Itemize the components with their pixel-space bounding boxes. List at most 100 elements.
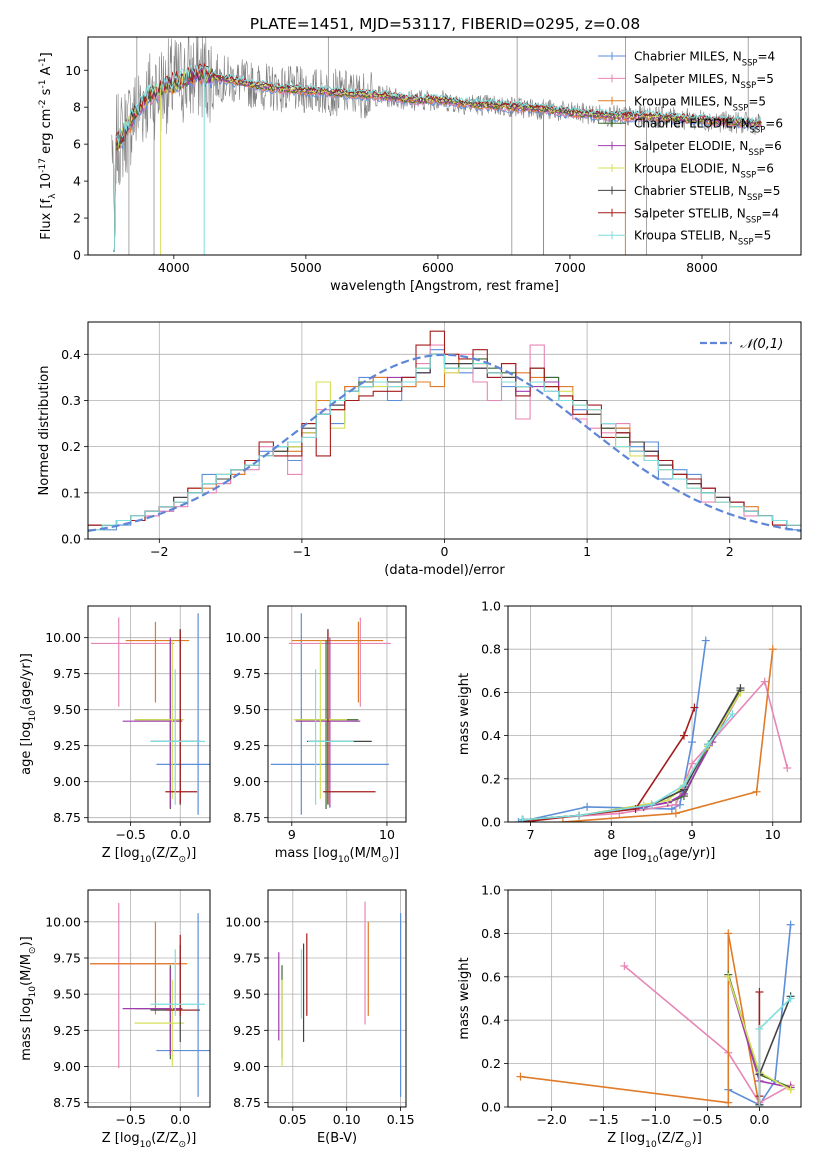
axes-frame	[87, 605, 211, 823]
x-tick-label: 7000	[554, 260, 586, 275]
y-tick-label: 1.0	[481, 599, 501, 614]
mass-weight-marker	[583, 802, 592, 811]
x-tick-label: 8	[607, 827, 615, 842]
mass-weight-line	[522, 713, 734, 821]
x-axis-label: age [log10(age/yr)]	[594, 846, 716, 865]
legend-label: Chabrier STELIB, NSSP=5	[634, 184, 780, 202]
y-tick-label: 0.8	[481, 926, 501, 941]
y-tick-label: 9.00	[233, 1059, 261, 1074]
mass-weight-marker	[760, 677, 769, 686]
mass-weight-marker	[755, 1024, 764, 1033]
axes-frame	[267, 605, 407, 823]
y-tick-label: 9.75	[233, 950, 261, 965]
y-tick-label: 9.75	[233, 666, 261, 681]
x-tick-label: −1.0	[640, 1112, 670, 1127]
y-tick-label: 9.50	[233, 702, 261, 717]
y-tick-label: 0.4	[481, 728, 501, 743]
x-tick-label: −2.0	[536, 1112, 566, 1127]
x-axis-label: mass [log10(M/M⊙)]	[275, 846, 399, 865]
mass-weight-marker	[783, 764, 792, 772]
y-tick-label: 1.0	[481, 883, 501, 898]
y-tick-label: 9.50	[53, 702, 81, 717]
mass-weight-marker	[671, 800, 680, 809]
x-tick-label: −0.5	[692, 1112, 722, 1127]
mass-weight-line	[518, 640, 707, 822]
x-axis-label: Z [log10(Z/Z⊙)]	[102, 1131, 197, 1150]
y-tick-label: 9.75	[53, 666, 81, 681]
x-axis-label: wavelength [Angstrom, rest frame]	[330, 279, 559, 294]
mass-weight-marker	[575, 811, 584, 820]
y-tick-label: 0.0	[481, 1100, 501, 1115]
x-tick-label: 5000	[290, 260, 322, 275]
mass-weight-line	[520, 933, 761, 1107]
y-axis-label: Flux [fλ 10-17 erg cm-2 s-1 A-1]	[38, 52, 58, 239]
mass-weight-marker	[724, 972, 733, 981]
legend-label: Salpeter MILES, NSSP=5	[634, 72, 774, 90]
y-tick-label: 10.00	[45, 630, 81, 645]
legend-label: Kroupa STELIB, NSSP=5	[634, 229, 771, 247]
mass-weight-line	[522, 692, 742, 821]
y-tick-label: 8	[73, 100, 81, 115]
panel-massweight_vs_age: 7 8 9 10 0.0 0.2 0.4 0.6 0.8 1.0 age [log10(age/yr…	[457, 599, 802, 865]
mass-weight-marker	[724, 929, 733, 938]
y-axis-label: mass weight	[457, 957, 472, 1039]
mass-weight-marker	[688, 738, 697, 747]
x-tick-label: 10	[379, 827, 395, 842]
x-tick-label: −2	[150, 544, 168, 559]
mass-weight-marker	[736, 684, 745, 693]
plot-area	[90, 613, 210, 815]
y-tick-label: 9.25	[53, 1023, 81, 1038]
y-tick-label: 0.1	[61, 485, 81, 500]
mass-weight-marker	[786, 1085, 795, 1094]
mass-weight-marker	[516, 1072, 525, 1081]
y-tick-label: 10.00	[225, 630, 261, 645]
y-tick-label: 0.0	[61, 532, 81, 547]
panel-mass_vs_Z: −0.5 0.0 8.75 9.00 9.25 9.50 9.75 10.00 Z [log10…	[19, 889, 211, 1150]
y-axis-label: Normed distribution	[37, 366, 52, 496]
axes-frame	[507, 889, 802, 1108]
y-tick-label: 0.3	[61, 393, 81, 408]
x-tick-label: 0.0	[749, 1112, 769, 1127]
plot-area	[111, 37, 762, 255]
plot-area	[278, 901, 402, 1097]
mass-weight-marker	[755, 1103, 764, 1107]
model-spectrum-line	[113, 65, 762, 252]
y-tick-label: 0.6	[481, 685, 501, 700]
mass-weight-marker	[514, 818, 523, 822]
y-tick-label: 0.0	[481, 815, 501, 830]
mass-weight-marker	[724, 1098, 733, 1107]
mass-weight-marker	[755, 987, 764, 996]
legend-label: Chabrier ELODIE, NSSP=6	[634, 117, 783, 135]
y-tick-label: 6	[73, 137, 81, 152]
legend-label: Kroupa ELODIE, NSSP=6	[634, 162, 774, 180]
y-tick-label: 4	[73, 174, 81, 189]
mass-weight-line	[522, 691, 742, 821]
mass-weight-marker	[620, 961, 629, 970]
y-tick-label: 0.6	[481, 969, 501, 984]
plot-area	[516, 920, 795, 1107]
x-tick-label: 9	[688, 827, 696, 842]
legend-label: Salpeter STELIB, NSSP=4	[634, 206, 779, 224]
y-tick-label: 9.25	[233, 738, 261, 753]
x-axis-label: Z [log10(Z/Z⊙)]	[102, 846, 197, 865]
plot-area	[270, 613, 391, 815]
mass-weight-marker	[786, 994, 795, 1003]
mass-weight-marker	[679, 731, 688, 740]
axes-frame	[267, 889, 407, 1108]
x-tick-label: 0.10	[333, 1112, 361, 1127]
y-tick-label: 9.25	[53, 738, 81, 753]
x-axis-label: (data-model)/error	[384, 563, 505, 578]
x-tick-label: 1	[583, 544, 591, 559]
mass-weight-marker	[701, 636, 710, 645]
x-tick-label: 0.15	[387, 1112, 415, 1127]
x-tick-label: 4000	[158, 260, 190, 275]
panel-age_vs_mass: 9 10 8.75 9.00 9.25 9.50 9.75 10.00 mass [log10(…	[225, 605, 407, 865]
y-tick-label: 9.50	[233, 987, 261, 1002]
plot-area	[89, 903, 210, 1097]
x-tick-label: −1	[293, 544, 311, 559]
y-tick-label: 9.00	[233, 774, 261, 789]
x-tick-label: 10	[765, 827, 781, 842]
x-tick-label: 0.05	[279, 1112, 307, 1127]
x-tick-label: 7	[527, 827, 535, 842]
legend-label: 𝒩(0,1)	[740, 337, 783, 352]
